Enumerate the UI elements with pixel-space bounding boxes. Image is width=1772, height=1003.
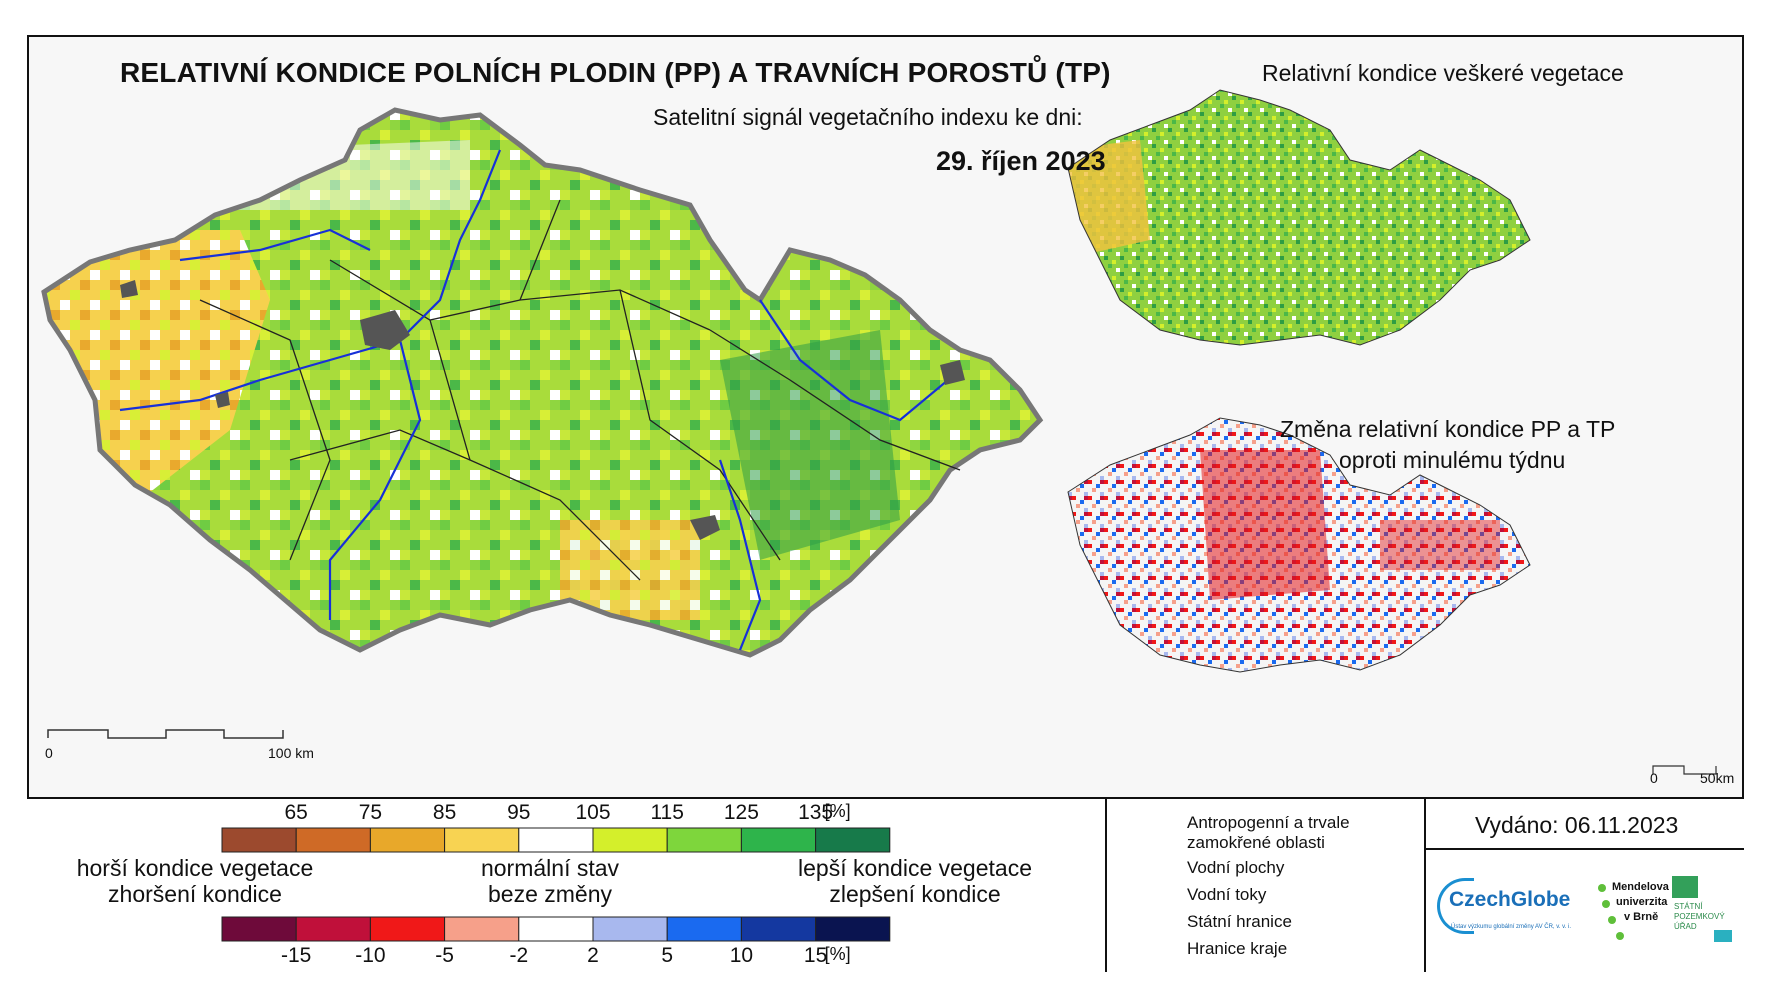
- key-state-border: Státní hranice: [1187, 912, 1292, 931]
- better-label: lepší kondice vegetace zlepšení kondice: [775, 855, 1055, 907]
- change-tick-label: [%]: [824, 944, 851, 964]
- spu-logo: STÁTNÍ POZEMKOVÝ ÚŘAD: [1672, 876, 1734, 948]
- legend-divider: [1105, 797, 1107, 972]
- condition-tick-label: [%]: [824, 801, 851, 821]
- condition-swatch: [666, 827, 742, 853]
- czechglobe-arc-icon: [1437, 878, 1474, 934]
- change-tick-label: 15: [803, 944, 828, 967]
- condition-swatch: [295, 827, 371, 853]
- change-swatch: [518, 916, 594, 942]
- key-urban-line2: zamokřené oblasti: [1187, 833, 1325, 852]
- condition-tick-label: 85: [432, 801, 457, 824]
- key-rivers: Vodní toky: [1187, 885, 1267, 904]
- normal-line1: normální stav: [480, 855, 620, 881]
- condition-tick-label: 135: [798, 801, 834, 824]
- main-map-subtitle: Satelitní signál vegetačního indexu ke d…: [653, 104, 1083, 130]
- mendelu-line1: Mendelova: [1612, 881, 1669, 893]
- spu-name: STÁTNÍ POZEMKOVÝ ÚŘAD: [1674, 902, 1725, 932]
- inset-change-title-line2: oproti minulému týdnu: [1339, 447, 1566, 473]
- condition-swatch: [518, 827, 594, 853]
- mendelu-line2: univerzita: [1616, 896, 1668, 908]
- mendelu-dot-icon: [1602, 900, 1610, 908]
- czechglobe-name: CzechGlobe: [1449, 888, 1571, 911]
- normal-label: normální stav beze změny: [460, 855, 640, 907]
- change-tick-label: 5: [661, 944, 674, 967]
- main-map-title: RELATIVNÍ KONDICE POLNÍCH PLODIN (PP) A …: [120, 57, 1111, 88]
- change-swatch: [369, 916, 446, 942]
- inset-vegetation-title: Relativní kondice veškeré vegetace: [1262, 60, 1624, 86]
- change-swatch: [444, 916, 520, 942]
- worse-line1: horší kondice vegetace: [76, 855, 314, 881]
- key-urban-line1: Antropogenní a trvale: [1187, 813, 1350, 832]
- spu-green-block-icon: [1672, 876, 1698, 898]
- change-tick-label: -2: [509, 944, 529, 967]
- mendelu-dot-icon: [1598, 884, 1606, 892]
- legend-divider: [1424, 797, 1426, 972]
- change-tick-label: -10: [355, 944, 386, 967]
- condition-swatch: [369, 827, 446, 853]
- inset-scale-start: 0: [1650, 770, 1658, 786]
- change-tick-label: 2: [587, 944, 599, 967]
- main-map-date: 29. říjen 2023: [936, 146, 1106, 176]
- normal-line2: beze změny: [487, 881, 612, 907]
- inset-scale-end: 50km: [1700, 770, 1735, 786]
- condition-tick-label: 95: [507, 801, 531, 824]
- worse-line2: zhoršení kondice: [108, 881, 282, 907]
- change-swatch: [221, 916, 297, 942]
- key-urban: Antropogenní a trvale zamokřené oblasti: [1187, 813, 1350, 853]
- key-region-border: Hranice kraje: [1187, 939, 1288, 958]
- better-line2: zlepšení kondice: [829, 881, 1001, 907]
- change-swatch: [592, 916, 668, 942]
- change-swatch: [740, 916, 817, 942]
- mendelu-dot-icon: [1608, 916, 1616, 924]
- change-tick-label: -5: [435, 944, 454, 967]
- mendelu-line3: v Brně: [1624, 911, 1659, 923]
- condition-tick-label: 65: [284, 801, 308, 824]
- key-water-bodies: Vodní plochy: [1187, 858, 1285, 877]
- change-swatch: [666, 916, 742, 942]
- condition-swatch: [815, 827, 891, 853]
- change-swatch: [815, 916, 891, 942]
- condition-swatch: [592, 827, 668, 853]
- spu-line2: POZEMKOVÝ: [1674, 912, 1725, 921]
- condition-swatch: [221, 827, 297, 853]
- worse-label: horší kondice vegetace zhoršení kondice: [55, 855, 335, 907]
- change-swatch: [295, 916, 371, 942]
- change-tick-label: -15: [281, 944, 312, 967]
- mendelu-name: Mendelova univerzita v Brně: [1612, 880, 1669, 925]
- condition-tick-label: 75: [358, 801, 383, 824]
- main-scale-start: 0: [45, 745, 53, 761]
- condition-swatch: [444, 827, 520, 853]
- mendelu-logo: Mendelova univerzita v Brně: [1598, 880, 1670, 952]
- change-tick-label: 10: [729, 944, 754, 967]
- issued-date: Vydáno: 06.11.2023: [1475, 812, 1679, 838]
- condition-tick-label: 115: [650, 801, 684, 824]
- spu-line3: ÚŘAD: [1674, 922, 1697, 931]
- issued-divider: [1426, 848, 1744, 850]
- condition-tick-label: 105: [575, 801, 611, 824]
- better-line1: lepší kondice vegetace: [798, 855, 1032, 881]
- condition-swatch: [740, 827, 817, 853]
- main-scale-end: 100 km: [268, 745, 314, 761]
- mendelu-dot-icon: [1616, 932, 1624, 940]
- czechglobe-logo: CzechGlobe Ústav výzkumu globální změny …: [1437, 872, 1587, 944]
- spu-teal-block-icon: [1714, 930, 1732, 942]
- czechglobe-subtitle: Ústav výzkumu globální změny AV ČR, v. v…: [1451, 924, 1572, 930]
- inset-change-title-line1: Změna relativní kondice PP a TP: [1280, 416, 1616, 442]
- spu-line1: STÁTNÍ: [1674, 902, 1703, 911]
- condition-tick-label: 125: [723, 801, 759, 824]
